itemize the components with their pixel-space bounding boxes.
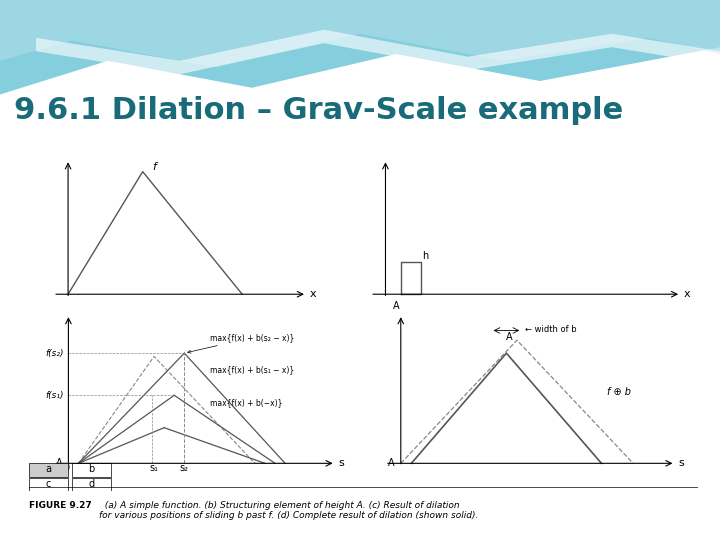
Text: A: A xyxy=(393,301,400,312)
Text: x: x xyxy=(683,289,690,299)
Text: s₂: s₂ xyxy=(179,463,188,474)
Text: a: a xyxy=(45,464,51,474)
Text: b: b xyxy=(89,464,94,474)
Text: d: d xyxy=(89,479,94,489)
Polygon shape xyxy=(0,0,720,94)
Text: A: A xyxy=(387,458,395,468)
Polygon shape xyxy=(0,0,720,68)
Bar xyxy=(29,463,68,476)
Text: max{f(x) + b(s₂ − x)}: max{f(x) + b(s₂ − x)} xyxy=(188,333,294,353)
Text: 9.6.1 Dilation – Grav-Scale example: 9.6.1 Dilation – Grav-Scale example xyxy=(14,96,624,125)
Text: s₁: s₁ xyxy=(149,463,158,474)
Text: 0: 0 xyxy=(63,463,70,474)
Text: h: h xyxy=(422,251,428,261)
Text: s: s xyxy=(678,458,684,468)
Text: s: s xyxy=(338,458,343,468)
Bar xyxy=(29,478,68,491)
Text: max{f(x) + b(−x)}: max{f(x) + b(−x)} xyxy=(210,398,282,407)
Bar xyxy=(72,463,111,476)
Text: A: A xyxy=(506,332,513,342)
Text: ← width of b: ← width of b xyxy=(525,325,577,334)
Text: FIGURE 9.27: FIGURE 9.27 xyxy=(29,501,91,510)
Text: x: x xyxy=(310,289,316,299)
Polygon shape xyxy=(36,30,720,74)
Text: max{f(x) + b(s₁ − x)}: max{f(x) + b(s₁ − x)} xyxy=(210,366,294,375)
Text: A: A xyxy=(56,458,63,468)
Text: f ⊕ b: f ⊕ b xyxy=(607,387,631,397)
Text: f(s₁): f(s₁) xyxy=(46,391,64,400)
Text: c: c xyxy=(45,479,51,489)
Text: (a) A simple function. (b) Structuring element of height A. (c) Result of dilati: (a) A simple function. (b) Structuring e… xyxy=(99,501,479,520)
Text: f(s₂): f(s₂) xyxy=(46,349,64,357)
Text: f: f xyxy=(153,161,156,172)
Bar xyxy=(72,478,111,491)
